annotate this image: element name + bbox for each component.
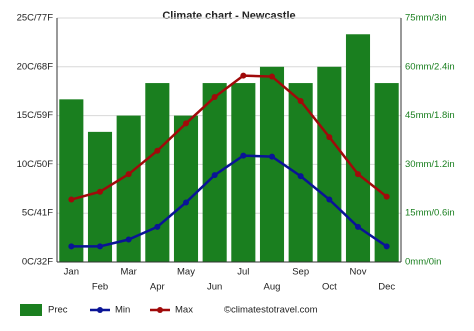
point bbox=[326, 196, 333, 203]
point bbox=[211, 172, 218, 179]
point bbox=[269, 73, 275, 80]
x-tick-label: May bbox=[177, 267, 195, 278]
x-tick-label: Nov bbox=[350, 267, 367, 278]
point bbox=[183, 120, 189, 127]
point bbox=[68, 243, 75, 250]
point bbox=[326, 134, 333, 141]
point bbox=[297, 173, 304, 180]
y-tick-label: 0C/32F bbox=[22, 257, 53, 268]
legend-label: Max bbox=[175, 305, 193, 316]
legend-swatch bbox=[157, 307, 163, 313]
legend-label: Min bbox=[115, 305, 130, 316]
x-tick-label: Dec bbox=[378, 282, 395, 293]
bar bbox=[317, 66, 342, 262]
x-tick-label: Jan bbox=[64, 267, 79, 278]
point bbox=[97, 188, 103, 195]
point bbox=[269, 153, 275, 160]
y2-tick-label: 0mm/0in bbox=[405, 257, 441, 268]
y2-tick-label: 45mm/1.8in bbox=[405, 110, 455, 121]
y-tick-label: 15C/59F bbox=[17, 110, 54, 121]
bar bbox=[374, 83, 399, 262]
legend-swatch bbox=[97, 307, 103, 313]
point bbox=[240, 152, 247, 159]
y-tick-label: 25C/77F bbox=[17, 13, 54, 24]
point bbox=[68, 196, 75, 203]
x-tick-label: Jul bbox=[237, 267, 249, 278]
y-tick-label: 10C/50F bbox=[17, 159, 54, 170]
bar bbox=[87, 131, 113, 262]
x-tick-label: Apr bbox=[150, 282, 165, 293]
point bbox=[125, 171, 132, 178]
point bbox=[154, 147, 161, 154]
y2-tick-label: 75mm/3in bbox=[405, 13, 447, 24]
y-tick-label: 20C/68F bbox=[17, 61, 54, 72]
point bbox=[211, 94, 218, 101]
point bbox=[383, 243, 390, 250]
point bbox=[297, 97, 304, 104]
point bbox=[355, 171, 361, 178]
point bbox=[183, 199, 189, 206]
bar bbox=[231, 83, 256, 262]
y2-tick-label: 60mm/2.4in bbox=[405, 61, 455, 72]
x-tick-label: Feb bbox=[92, 282, 108, 293]
x-tick-label: Aug bbox=[264, 282, 281, 293]
bar bbox=[259, 66, 285, 262]
legend-label: Prec bbox=[48, 305, 68, 316]
line bbox=[71, 154, 388, 248]
y-tick-label: 5C/41F bbox=[22, 208, 53, 219]
x-tick-label: Mar bbox=[120, 267, 136, 278]
x-tick-label: Jun bbox=[207, 282, 222, 293]
point bbox=[125, 236, 132, 243]
point bbox=[355, 223, 361, 230]
chart-title: Climate chart - Newcastle bbox=[162, 10, 295, 22]
point bbox=[154, 223, 161, 230]
line bbox=[71, 74, 388, 201]
y2-tick-label: 30mm/1.2in bbox=[405, 159, 455, 170]
y2-tick-label: 15mm/0.6in bbox=[405, 208, 455, 219]
x-tick-label: Sep bbox=[292, 267, 309, 278]
point bbox=[383, 193, 390, 200]
x-tick-label: Oct bbox=[322, 282, 337, 293]
bar bbox=[145, 83, 170, 262]
bar bbox=[59, 99, 84, 262]
point bbox=[97, 243, 103, 250]
point bbox=[240, 72, 247, 79]
legend-swatch bbox=[20, 304, 42, 316]
credit: ©climatestotravel.com bbox=[224, 305, 318, 316]
bar bbox=[173, 115, 199, 262]
